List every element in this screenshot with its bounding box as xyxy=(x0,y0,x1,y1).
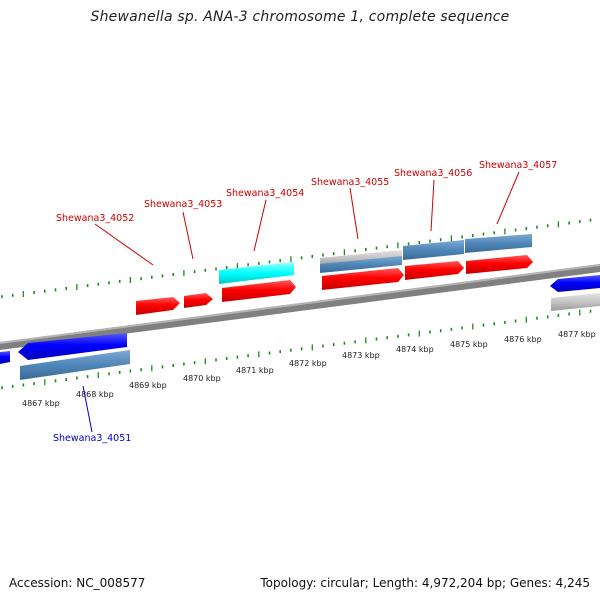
feature-block-gray-right[interactable] xyxy=(551,293,600,311)
leader-line-4053 xyxy=(182,211,194,260)
forward-strand-features xyxy=(136,234,533,315)
gene-arrow-shewana3-4055[interactable] xyxy=(322,268,404,290)
tick-label-4874: 4874 kbp xyxy=(396,345,434,354)
leader-line-4055 xyxy=(349,187,359,240)
gene-label-4051[interactable]: Shewana3_4051 xyxy=(53,433,131,444)
gene-arrow-shewana3-4051[interactable] xyxy=(18,333,127,360)
tick-label-4876: 4876 kbp xyxy=(504,335,542,344)
gene-arrow-shewana3-4056[interactable] xyxy=(405,261,464,280)
gene-arrow-shewana3-4053[interactable] xyxy=(184,293,213,308)
feature-block-shewana3-4054[interactable] xyxy=(219,262,294,284)
tick-label-4871: 4871 kbp xyxy=(236,366,274,375)
leader-line-4054 xyxy=(253,199,267,252)
gene-label-4055[interactable]: Shewana3_4055 xyxy=(311,177,389,188)
gene-label-4057[interactable]: Shewana3_4057 xyxy=(479,160,557,171)
leader-line-4056 xyxy=(430,179,435,232)
gene-label-4053[interactable]: Shewana3_4053 xyxy=(144,199,222,210)
tick-label-4867: 4867 kbp xyxy=(22,399,60,408)
gene-arrow-reverse-right[interactable] xyxy=(550,275,600,292)
gene-labels: Shewana3_4052 Shewana3_4053 Shewana3_405… xyxy=(53,160,557,444)
feature-block-shewana3-4051[interactable] xyxy=(20,350,130,380)
tick-label-4877: 4877 kbp xyxy=(558,330,596,339)
map-title: Shewanella sp. ANA-3 chromosome 1, compl… xyxy=(90,9,510,25)
feature-block-shewana3-4055[interactable] xyxy=(320,256,402,273)
leader-line-4051 xyxy=(82,385,93,433)
tick-labels: 4867 kbp 4868 kbp 4869 kbp 4870 kbp 4871… xyxy=(22,330,596,408)
tick-label-4869: 4869 kbp xyxy=(129,381,167,390)
gene-arrow-reverse-edge[interactable] xyxy=(0,351,10,364)
gene-label-4056[interactable]: Shewana3_4056 xyxy=(394,168,472,179)
tick-label-4873: 4873 kbp xyxy=(342,351,380,360)
gene-arrow-shewana3-4052[interactable] xyxy=(136,297,180,315)
leader-line-4057 xyxy=(496,171,520,225)
feature-block-shewana3-4056[interactable] xyxy=(403,240,464,260)
gene-label-4054[interactable]: Shewana3_4054 xyxy=(226,188,304,199)
topology-text: Topology: circular; Length: 4,972,204 bp… xyxy=(260,576,590,590)
inner-tick-track xyxy=(1,309,592,390)
tick-label-4870: 4870 kbp xyxy=(183,374,221,383)
gene-arrow-shewana3-4054[interactable] xyxy=(222,280,296,302)
sequence-backbone-highlight xyxy=(0,264,600,344)
accession-text: Accession: NC_008577 xyxy=(9,576,146,590)
gene-arrow-shewana3-4057[interactable] xyxy=(466,255,533,274)
leader-line-4052 xyxy=(94,223,154,266)
gene-label-4052[interactable]: Shewana3_4052 xyxy=(56,213,134,224)
outer-tick-track xyxy=(1,218,592,299)
reverse-strand-features xyxy=(0,275,600,380)
tick-label-4868: 4868 kbp xyxy=(76,390,114,399)
label-leader-lines xyxy=(82,171,520,433)
feature-block-shewana3-4057[interactable] xyxy=(465,234,532,253)
tick-label-4872: 4872 kbp xyxy=(289,359,327,368)
tick-label-4875: 4875 kbp xyxy=(450,340,488,349)
